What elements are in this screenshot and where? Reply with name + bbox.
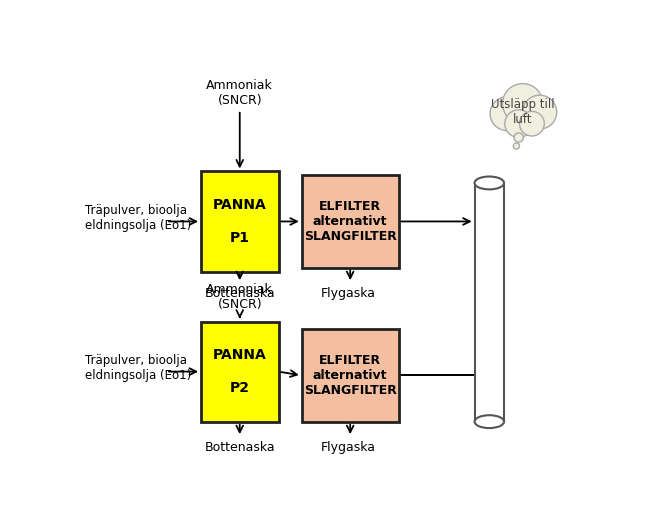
Text: Utsläpp till
luft: Utsläpp till luft — [491, 98, 554, 126]
Text: Ammoniak
(SNCR): Ammoniak (SNCR) — [206, 283, 273, 311]
Ellipse shape — [475, 415, 504, 428]
Text: Flygaska: Flygaska — [321, 287, 376, 300]
Bar — [302, 329, 399, 422]
Bar — [201, 322, 278, 422]
Text: Flygaska: Flygaska — [321, 441, 376, 454]
Circle shape — [490, 96, 524, 130]
Circle shape — [505, 110, 532, 137]
Circle shape — [514, 133, 523, 142]
Circle shape — [503, 84, 543, 123]
Circle shape — [513, 143, 520, 149]
Bar — [302, 175, 399, 268]
Text: Träpulver, bioolja
eldningsolja (Eo1): Träpulver, bioolja eldningsolja (Eo1) — [85, 354, 191, 382]
Text: ELFILTER
alternativt
SLANGFILTER: ELFILTER alternativt SLANGFILTER — [303, 200, 397, 243]
Bar — [475, 183, 504, 422]
Text: Bottenaska: Bottenaska — [204, 287, 275, 300]
Text: Ammoniak
(SNCR): Ammoniak (SNCR) — [206, 79, 273, 107]
Circle shape — [523, 95, 556, 129]
Text: Bottenaska: Bottenaska — [204, 441, 275, 454]
Circle shape — [520, 111, 544, 136]
Text: ELFILTER
alternativt
SLANGFILTER: ELFILTER alternativt SLANGFILTER — [303, 354, 397, 397]
Ellipse shape — [475, 176, 504, 189]
Text: Träpulver, bioolja
eldningsolja (Eo1): Träpulver, bioolja eldningsolja (Eo1) — [85, 204, 191, 232]
Bar — [201, 171, 278, 271]
Text: PANNA

P1: PANNA P1 — [213, 198, 267, 245]
Text: PANNA

P2: PANNA P2 — [213, 348, 267, 395]
